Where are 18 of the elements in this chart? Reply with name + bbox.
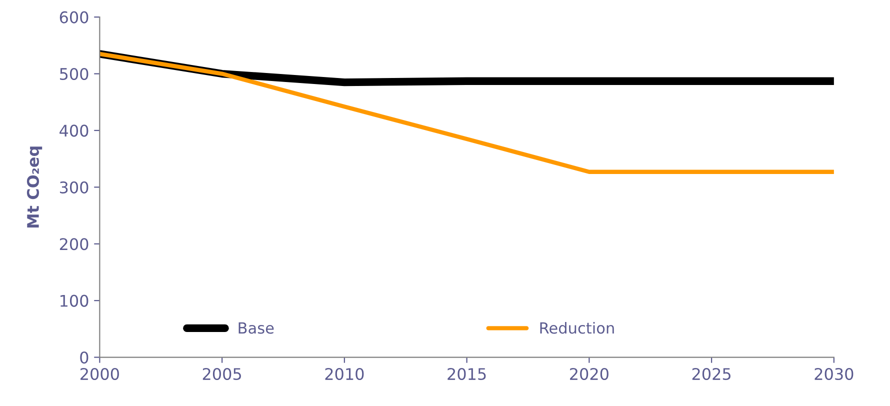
legend-label: Base: [238, 322, 274, 334]
x-tick-label: 2015: [448, 368, 486, 380]
line-series: [100, 52, 834, 174]
x-tick-label: 2030: [814, 368, 854, 380]
x-tick-label: 2005: [202, 368, 241, 380]
x-tick-label: 2020: [570, 368, 608, 380]
y-tick-label: 100: [60, 294, 88, 307]
y-tick-label: 600: [60, 11, 88, 24]
y-tick-label: 300: [60, 181, 88, 194]
y-tick-label: 0: [80, 351, 88, 364]
x-tick-label: 2010: [325, 368, 364, 380]
x-tick-label: 2025: [692, 368, 730, 380]
y-tick-label: 500: [60, 68, 88, 80]
legend-label: Reduction: [540, 322, 614, 334]
y-tick-label: 400: [60, 124, 88, 137]
y-tick-label: 200: [60, 238, 88, 250]
y-axis-title: Mt CO₂eq: [26, 146, 42, 228]
x-tick-label: 2000: [80, 368, 119, 380]
